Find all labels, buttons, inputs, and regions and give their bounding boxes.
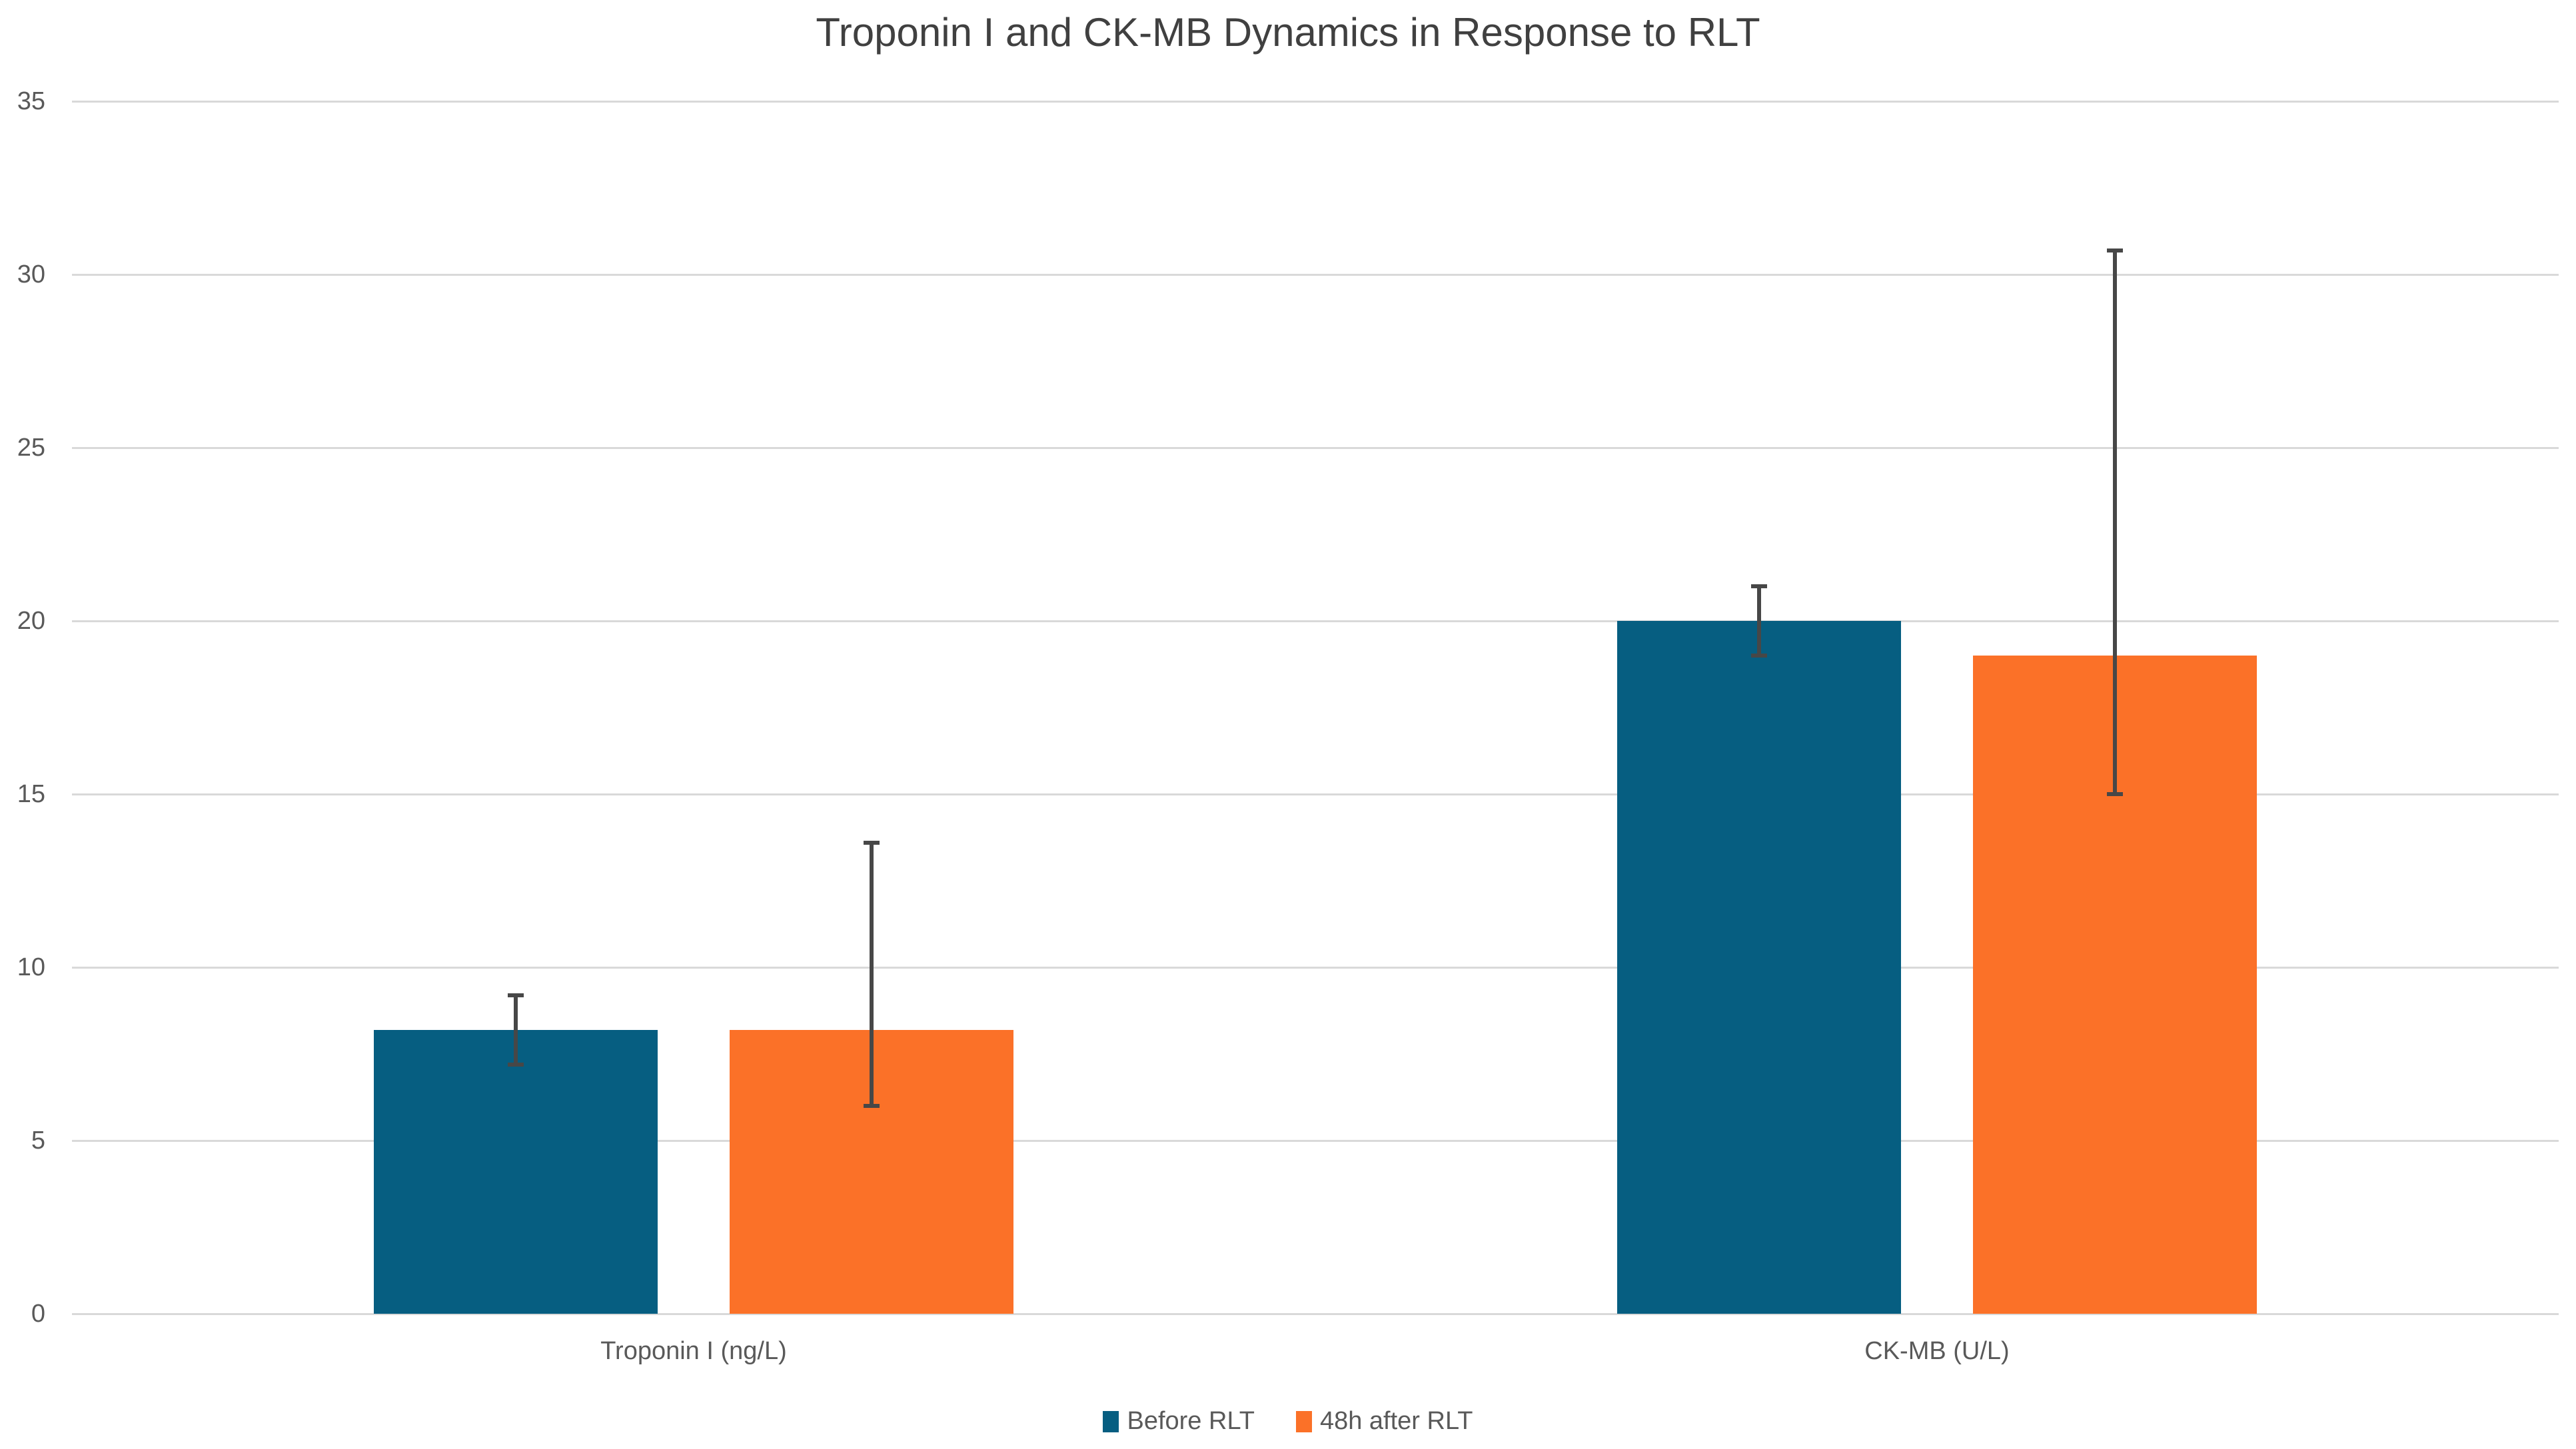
error-bar-before-rlt-troponin-i-ng-l-line <box>514 995 518 1065</box>
y-tick-label-20: 20 <box>17 607 45 635</box>
y-tick-label-25: 25 <box>17 434 45 462</box>
error-bar-48h-after-rlt-ck-mb-u-l-cap-top <box>2107 248 2123 252</box>
legend-item-48h-after-rlt: 48h after RLT <box>1295 1407 1473 1436</box>
y-tick-label-15: 15 <box>17 780 45 808</box>
gridline-y-5 <box>72 1139 2559 1142</box>
error-bar-before-rlt-ck-mb-u-l-cap-top <box>1751 584 1767 588</box>
error-bar-48h-after-rlt-troponin-i-ng-l-cap-top <box>864 840 880 845</box>
gridline-y-20 <box>72 620 2559 622</box>
y-tick-label-30: 30 <box>17 260 45 288</box>
gridline-y-0 <box>72 1312 2559 1315</box>
gridline-y-15 <box>72 793 2559 795</box>
bar-before-rlt-ck-mb-u-l <box>1617 621 1901 1314</box>
error-bar-before-rlt-troponin-i-ng-l-cap-bottom <box>508 1062 524 1067</box>
error-bar-before-rlt-ck-mb-u-l-cap-bottom <box>1751 654 1767 658</box>
gridline-y-30 <box>72 273 2559 276</box>
error-bar-before-rlt-ck-mb-u-l-line <box>1757 586 1761 656</box>
error-bar-48h-after-rlt-troponin-i-ng-l-line <box>870 842 874 1106</box>
legend-swatch-before-rlt <box>1103 1410 1119 1432</box>
bar-before-rlt-troponin-i-ng-l <box>374 1029 658 1314</box>
error-bar-before-rlt-troponin-i-ng-l-cap-top <box>508 993 524 997</box>
y-tick-label-5: 5 <box>31 1127 45 1155</box>
x-category-label-ck-mb-u-l: CK-MB (U/L) <box>1864 1337 2010 1365</box>
legend-item-before-rlt: Before RLT <box>1103 1407 1255 1436</box>
error-bar-48h-after-rlt-troponin-i-ng-l-cap-bottom <box>864 1104 880 1108</box>
error-bar-48h-after-rlt-ck-mb-u-l-line <box>2113 250 2117 794</box>
error-bar-48h-after-rlt-ck-mb-u-l-cap-bottom <box>2107 792 2123 796</box>
y-tick-label-10: 10 <box>17 953 45 981</box>
legend-swatch-48h-after-rlt <box>1295 1410 1312 1432</box>
legend: Before RLT 48h after RLT <box>0 1407 2576 1436</box>
gridline-y-35 <box>72 100 2559 103</box>
legend-label-before-rlt: Before RLT <box>1127 1407 1255 1435</box>
legend-label-48h-after-rlt: 48h after RLT <box>1319 1407 1473 1435</box>
y-tick-label-0: 0 <box>31 1300 45 1328</box>
gridline-y-25 <box>72 446 2559 449</box>
chart-title: Troponin I and CK-MB Dynamics in Respons… <box>816 10 1760 55</box>
x-category-label-troponin-i-ng-l: Troponin I (ng/L) <box>600 1337 787 1365</box>
y-tick-label-35: 35 <box>17 87 45 115</box>
gridline-y-10 <box>72 966 2559 969</box>
